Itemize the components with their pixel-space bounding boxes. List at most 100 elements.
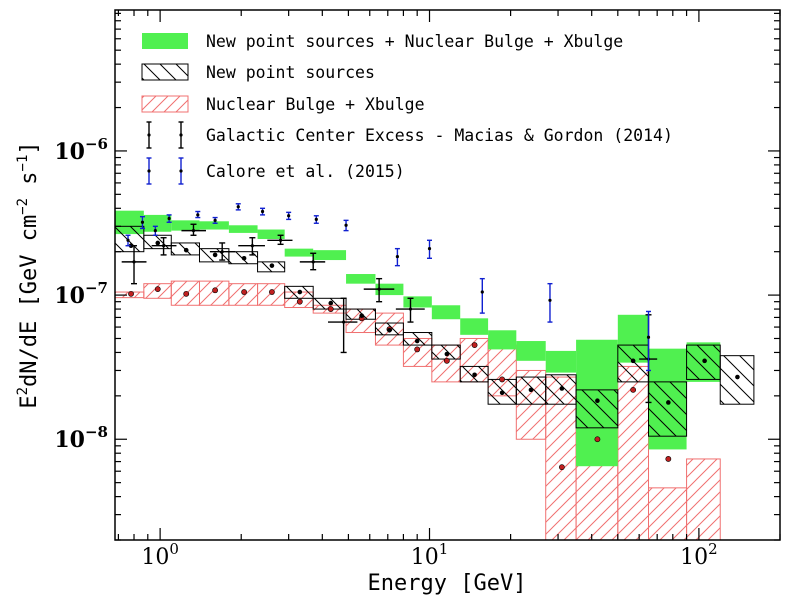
black-hatch-box	[686, 344, 721, 380]
calore-errorbar	[125, 234, 131, 247]
green-band-box	[403, 296, 432, 308]
calore-errorbar	[427, 239, 433, 259]
calore-point	[646, 335, 651, 339]
red-point	[269, 289, 275, 295]
calore-point	[213, 218, 217, 222]
points-layer	[121, 203, 740, 471]
gce-point	[278, 238, 283, 242]
legend-point	[179, 169, 183, 173]
calore-errorbar	[313, 215, 319, 224]
red-point	[630, 386, 637, 393]
black-hatch-box	[719, 355, 755, 405]
gce-point	[377, 287, 381, 291]
calore-point	[395, 254, 400, 259]
gce-point	[132, 260, 136, 264]
red-point	[558, 464, 565, 471]
black-point	[155, 240, 161, 246]
calore-point	[167, 216, 171, 221]
calore-point	[480, 290, 484, 294]
black-point	[328, 300, 334, 306]
green-band-box	[284, 248, 314, 257]
green-band-box	[257, 229, 285, 239]
black-hatch-box	[115, 225, 145, 253]
calore-point	[153, 229, 157, 233]
calore-point	[126, 238, 130, 242]
tick-labels: 100 101 102 10−8 10−7 10−6	[54, 135, 717, 570]
calore-errorbar	[479, 277, 485, 314]
red-point	[212, 287, 219, 294]
legend-point	[147, 133, 151, 137]
red-point	[414, 346, 421, 353]
black-point	[702, 358, 707, 364]
legend-label: Nuclear Bulge + Xbulge	[206, 95, 425, 114]
calore-errorbar	[646, 310, 652, 372]
green-band-box	[460, 318, 489, 335]
gce-errorbar	[395, 297, 425, 323]
legend-swatch-red	[141, 95, 189, 113]
calore-errorbar	[195, 210, 201, 219]
plot-frame	[114, 9, 781, 541]
black-point	[297, 289, 303, 295]
calore-point	[548, 298, 552, 302]
legend-label: New point sources	[206, 63, 375, 82]
red-point	[296, 298, 303, 305]
calore-errorbar	[166, 214, 172, 223]
x-axis-label: Energy [GeV]	[368, 571, 527, 596]
gce-errorbar	[328, 297, 358, 354]
gce-point	[311, 260, 315, 264]
green-band-box	[228, 225, 258, 233]
y-axis-label: E2dN/dE [GeV cm−2 s−1]	[15, 141, 42, 408]
gce-errorbar	[121, 245, 147, 285]
red-point	[241, 289, 248, 295]
gce-point	[342, 320, 346, 324]
black-point	[528, 387, 534, 393]
calore-errorbar	[152, 225, 158, 236]
legend: New point sources + Nuclear Bulge + Xbul…	[141, 32, 673, 185]
calore-point	[344, 223, 348, 227]
red-point	[183, 290, 190, 297]
legend-label: New point sources + Nuclear Bulge + Xbul…	[206, 32, 623, 51]
black-point	[241, 255, 247, 261]
green-band-box	[516, 341, 546, 361]
gce-point	[220, 250, 224, 254]
green-band-box	[313, 250, 347, 261]
green-band-box	[488, 330, 517, 350]
red-point	[128, 290, 134, 297]
calore-point	[314, 217, 318, 222]
black-point	[212, 252, 218, 258]
green-band-box	[431, 305, 461, 320]
x-tick-label: 102	[680, 540, 718, 570]
gce-errorbar	[363, 277, 395, 303]
red-hatch-box	[617, 365, 650, 540]
green-band-box	[199, 221, 229, 230]
y-tick-label: 10−7	[54, 279, 108, 309]
calore-errorbar	[235, 203, 241, 211]
legend-item: Galactic Center Excess - Macias & Gordon…	[146, 121, 673, 149]
red-point	[594, 436, 601, 443]
gce-point	[408, 307, 413, 311]
gce-errorbar	[151, 237, 177, 256]
black-point	[359, 313, 364, 318]
red-point	[499, 376, 506, 383]
gce-errorbar	[181, 223, 206, 236]
calore-errorbar	[343, 219, 349, 232]
gce-point	[250, 244, 254, 248]
calore-errorbar	[212, 216, 218, 224]
black-point	[735, 374, 740, 380]
gce-errorbar	[299, 252, 326, 271]
calore-point	[287, 214, 291, 218]
green-band-box	[346, 274, 376, 284]
red-hatch-box	[198, 280, 230, 306]
black-hatch-box	[648, 381, 688, 437]
axis-ticks	[115, 10, 781, 541]
black-point	[387, 327, 392, 333]
legend-item: New point sources	[141, 63, 375, 82]
black-point	[472, 372, 477, 378]
red-point	[443, 357, 450, 364]
calore-point	[427, 247, 432, 251]
black-point	[630, 358, 636, 364]
legend-label: Calore et al. (2015)	[206, 162, 405, 181]
green-band-box	[171, 220, 200, 231]
calore-point	[236, 205, 240, 209]
